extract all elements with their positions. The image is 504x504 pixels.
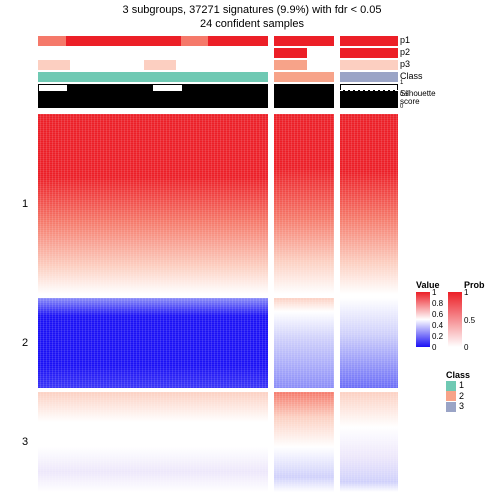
annot-class-seg (340, 72, 398, 82)
silhouette-midline (340, 90, 398, 91)
annot-p1-seg (208, 36, 268, 46)
heatmap-texture-h (274, 298, 334, 388)
value-tick: 0 (432, 343, 436, 352)
heatmap-texture-h (38, 298, 268, 388)
legend-class-item: 1 (446, 380, 470, 391)
annot-p3-seg (176, 60, 268, 70)
heatmap-texture-h (340, 392, 398, 492)
silhouette-bar (153, 91, 182, 108)
value-tick: 1 (432, 288, 436, 297)
legend-class-item: 3 (446, 401, 470, 412)
label-p3: p3 (400, 59, 410, 69)
annot-p2-seg (340, 48, 398, 58)
value-tick: 0.2 (432, 332, 443, 341)
value-tick: 0.4 (432, 321, 443, 330)
label-p2: p2 (400, 47, 410, 57)
annot-p1-seg (181, 36, 209, 46)
annot-p1-seg (274, 36, 334, 46)
heatmap-texture-h (274, 392, 334, 492)
heatmap-row-label: 3 (22, 436, 28, 448)
heatmap-texture-h (274, 114, 334, 294)
heatmap-texture-h (340, 114, 398, 294)
annot-p2-seg (274, 48, 307, 58)
silhouette-bar (38, 91, 67, 108)
silhouette-bar (369, 90, 398, 108)
legend-value: Value Prob 10.80.60.40.20 10.50 (416, 280, 485, 347)
annot-p2-seg (38, 48, 268, 58)
heatmap-texture-h (38, 114, 268, 294)
annot-p3-seg (144, 60, 176, 70)
prob-gradient (448, 292, 462, 347)
legend-class-title: Class (446, 370, 470, 380)
plot-area: 10.50 (38, 36, 398, 496)
silhouette-bar (304, 84, 334, 108)
annot-p2-seg (307, 48, 334, 58)
legend-class: Class 123 (446, 370, 470, 412)
silhouette-bar (96, 84, 125, 108)
annot-p3-seg (38, 60, 70, 70)
prob-tick: 1 (464, 288, 468, 297)
silhouette-bar (124, 84, 153, 108)
annot-p3-seg (70, 60, 144, 70)
title-line-1: 3 subgroups, 37271 signatures (9.9%) wit… (0, 4, 504, 16)
annot-class-seg (274, 72, 334, 82)
heatmap-row-label: 1 (22, 198, 28, 210)
heatmap-texture-h (340, 298, 398, 388)
prob-tick: 0 (464, 343, 468, 352)
annot-p3-seg (340, 60, 398, 70)
silhouette-bar (211, 84, 240, 108)
silhouette-bar (182, 84, 211, 108)
heatmap-texture-h (38, 392, 268, 492)
silhouette-bar (67, 84, 96, 108)
legend-class-item: 2 (446, 391, 470, 402)
label-class: Class (400, 71, 423, 81)
prob-tick: 0.5 (464, 316, 475, 325)
value-gradient (416, 292, 430, 347)
annot-p1-seg (66, 36, 181, 46)
annot-p1-seg (340, 36, 398, 46)
value-tick: 0.6 (432, 310, 443, 319)
silhouette-bar (274, 84, 304, 108)
label-p1: p1 (400, 35, 410, 45)
annot-p3-seg (274, 60, 307, 70)
silhouette-bar (340, 90, 369, 108)
annot-p1-seg (38, 36, 66, 46)
annot-class-seg (38, 72, 268, 82)
title-line-2: 24 confident samples (0, 18, 504, 30)
label-silhouette-2: score (400, 98, 420, 106)
annot-p3-seg (307, 60, 334, 70)
value-tick: 0.8 (432, 299, 443, 308)
heatmap-row-label: 2 (22, 337, 28, 349)
silhouette-bar (239, 84, 268, 108)
